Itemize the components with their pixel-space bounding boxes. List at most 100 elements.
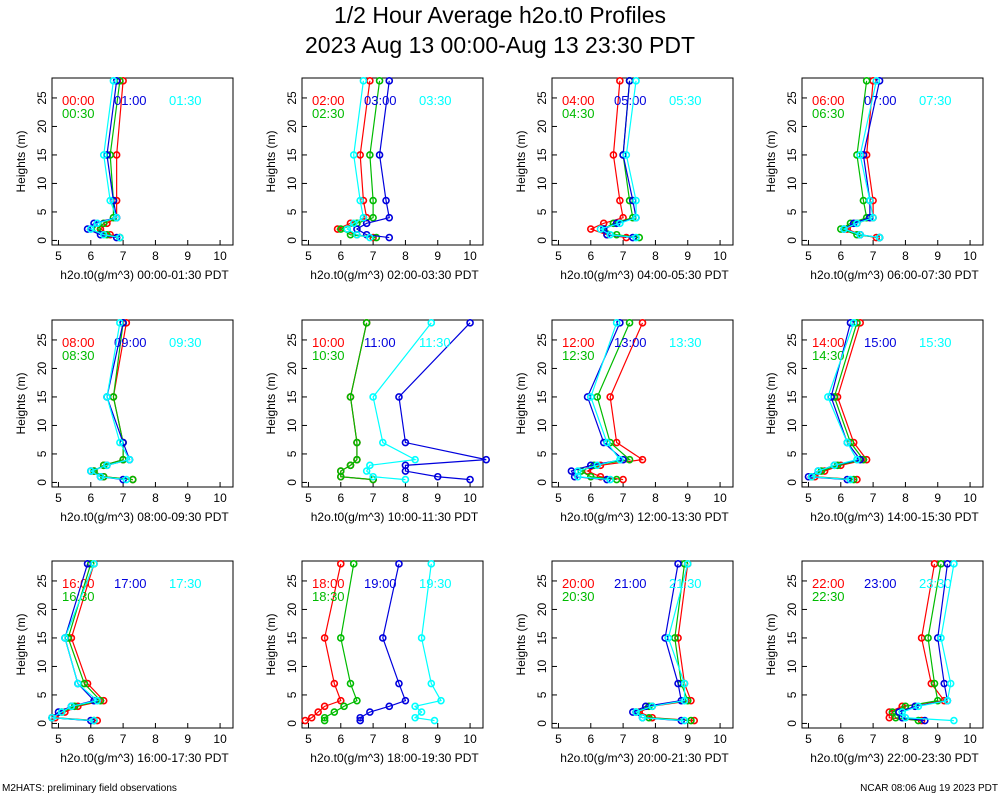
y-tick-label: 20: [785, 119, 799, 133]
legend-label: 22:00: [812, 576, 845, 591]
data-point: [690, 716, 699, 725]
legend-label: 17:30: [169, 576, 202, 591]
plot-frame: [301, 77, 484, 246]
x-tick-label: 5: [805, 491, 812, 505]
y-tick-label: 25: [535, 91, 549, 105]
data-point: [466, 319, 474, 327]
data-point: [846, 475, 855, 484]
data-point: [395, 679, 403, 688]
x-axis-label: h2o.t0(g/m^3) 08:00-09:30 PDT: [60, 510, 229, 524]
series-line: [355, 80, 390, 239]
data-point: [116, 438, 124, 447]
data-point: [849, 319, 858, 327]
data-point: [353, 438, 361, 447]
y-tick-label: 5: [285, 208, 299, 215]
x-tick-label: 10: [463, 491, 477, 505]
x-tick-label: 7: [120, 732, 127, 746]
footer-timestamp: NCAR 08:06 Aug 19 2023 PDT: [860, 783, 998, 794]
data-point: [349, 560, 358, 568]
x-tick-label: 5: [55, 732, 62, 746]
data-point: [648, 702, 656, 711]
data-point: [680, 696, 689, 705]
data-point: [950, 560, 958, 568]
data-point: [612, 319, 621, 327]
data-point: [853, 219, 861, 228]
data-point: [427, 560, 436, 568]
data-point: [93, 696, 102, 705]
series-line: [89, 322, 131, 481]
plot-frame: [301, 560, 484, 729]
series-line: [598, 80, 637, 239]
legend-label: 02:30: [312, 106, 345, 121]
x-tick-label: 5: [555, 249, 562, 263]
x-axis-label: h2o.t0(g/m^3) 14:00-15:30 PDT: [810, 510, 979, 524]
y-tick-label: 0: [785, 479, 799, 486]
data-point: [632, 77, 640, 85]
x-tick-label: 10: [463, 732, 477, 746]
legend-label: 18:00: [312, 576, 345, 591]
data-point: [369, 393, 377, 401]
legend-label: 03:00: [364, 93, 397, 108]
data-point: [411, 702, 419, 711]
y-axis-label: Heights (m): [514, 372, 528, 434]
plot-frame: [551, 560, 734, 729]
series-line: [340, 322, 374, 481]
data-point: [359, 77, 368, 85]
data-point: [921, 716, 929, 725]
data-point: [937, 634, 945, 642]
data-point: [482, 455, 491, 464]
series-line: [365, 322, 432, 481]
y-tick-label: 10: [785, 659, 799, 673]
data-point: [574, 467, 582, 475]
data-point: [433, 472, 442, 481]
y-tick-label: 0: [535, 237, 549, 244]
legend-label: 13:00: [614, 335, 647, 350]
x-tick-label: 7: [370, 732, 377, 746]
y-tick-label: 5: [35, 208, 49, 215]
plot-frame: [801, 77, 984, 246]
x-tick-label: 6: [837, 732, 844, 746]
y-tick-label: 20: [785, 602, 799, 616]
legend-label: 12:30: [562, 348, 595, 363]
x-tick-label: 5: [305, 732, 312, 746]
series-line: [53, 563, 105, 722]
y-tick-label: 25: [35, 91, 49, 105]
x-axis-label: h2o.t0(g/m^3) 12:00-13:30 PDT: [560, 510, 729, 524]
y-tick-label: 25: [285, 333, 299, 347]
legend-label: 10:00: [312, 335, 345, 350]
series-line: [359, 563, 407, 721]
y-axis-label: Heights (m): [514, 130, 528, 192]
y-axis-label: Heights (m): [264, 130, 278, 192]
x-tick-label: 9: [684, 491, 691, 505]
data-point: [401, 696, 410, 705]
data-point: [353, 696, 361, 705]
data-point: [596, 225, 605, 233]
x-axis-label: h2o.t0(g/m^3) 06:00-07:30 PDT: [810, 268, 979, 282]
data-point: [122, 475, 131, 484]
data-point: [856, 230, 864, 239]
data-point: [336, 467, 345, 475]
y-tick-label: 15: [785, 148, 799, 162]
y-axis-label: Heights (m): [264, 613, 278, 675]
x-tick-label: 9: [434, 732, 441, 746]
data-point: [395, 393, 403, 401]
data-point: [336, 560, 345, 568]
data-point: [90, 560, 98, 568]
legend-label: 11:30: [419, 335, 451, 350]
y-tick-label: 15: [785, 631, 799, 645]
y-tick-label: 15: [285, 390, 299, 404]
x-tick-label: 7: [620, 491, 627, 505]
y-tick-label: 25: [35, 574, 49, 588]
data-point: [898, 708, 906, 716]
data-point: [320, 634, 329, 642]
data-point: [427, 319, 436, 327]
series-line: [398, 322, 487, 481]
x-tick-label: 8: [152, 732, 159, 746]
x-tick-label: 5: [55, 491, 62, 505]
y-tick-label: 0: [285, 479, 299, 486]
legend-label: 12:00: [562, 335, 595, 350]
legend-label: 15:30: [919, 335, 952, 350]
y-tick-label: 0: [785, 237, 799, 244]
